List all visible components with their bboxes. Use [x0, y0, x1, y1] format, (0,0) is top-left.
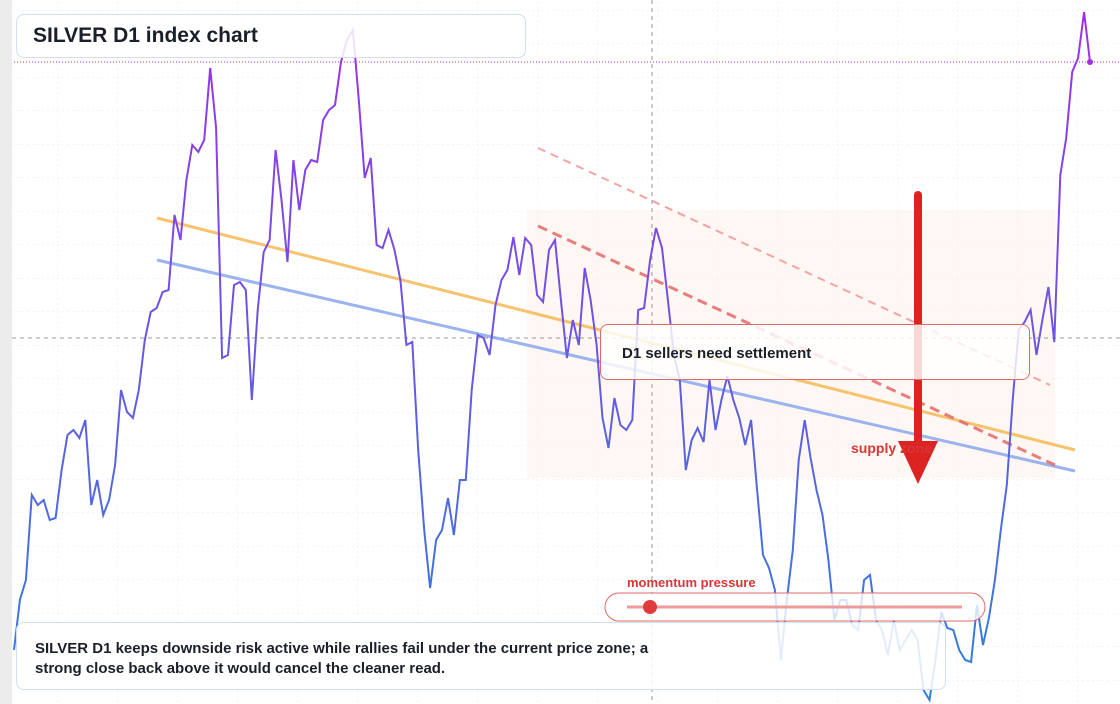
channel-line — [537, 147, 1051, 386]
last-price-dot — [1087, 59, 1093, 65]
annotation: supply zone — [851, 440, 932, 456]
caption-box: SILVER D1 keeps downside risk active whi… — [16, 622, 946, 690]
momentum-knob — [643, 600, 657, 614]
annotation: momentum pressure — [627, 575, 756, 590]
annotation: D1 sellers need settlement — [600, 324, 1030, 380]
caption: SILVER D1 keeps downside risk active whi… — [35, 640, 649, 677]
title: SILVER D1 index chart — [16, 14, 526, 58]
side-strip — [0, 0, 12, 704]
arrow-head — [898, 441, 938, 484]
